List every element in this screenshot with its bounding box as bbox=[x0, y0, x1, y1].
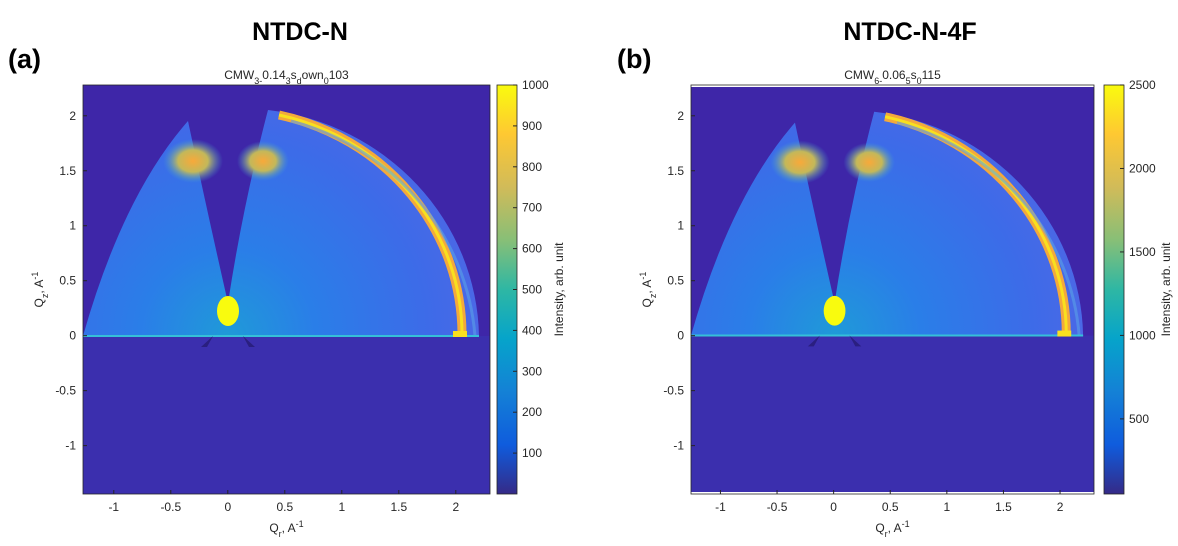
plot-title-part: 0.06 bbox=[882, 68, 906, 82]
x-tick-label: -1 bbox=[715, 500, 726, 514]
x-axis-label-part: Q bbox=[875, 521, 884, 535]
y-axis-label-part: , A bbox=[32, 280, 46, 294]
colorbar-tick-label: 700 bbox=[522, 201, 542, 215]
y-tick-label: -0.5 bbox=[663, 384, 684, 398]
colorbar-tick-label: 1000 bbox=[522, 78, 549, 92]
axes-box bbox=[82, 84, 491, 495]
y-tick-label: 0.5 bbox=[667, 274, 684, 288]
plot-title: CMW3-0.143sdown0103 bbox=[224, 68, 349, 86]
y-axis-label: Qz, A-1 bbox=[30, 272, 50, 308]
x-axis-label-part: r bbox=[279, 529, 282, 539]
x-axis-label-part: , A bbox=[282, 521, 296, 535]
x-axis-label: Qr, A-1 bbox=[875, 519, 909, 539]
y-tick-label: 2 bbox=[69, 109, 76, 123]
x-tick-label: 0 bbox=[224, 500, 231, 514]
y-axis-label-part: Q bbox=[640, 298, 654, 307]
plot-title-part: 115 bbox=[922, 68, 941, 82]
colorbar-tick-label: 400 bbox=[522, 323, 542, 337]
y-tick-label: 2 bbox=[677, 109, 684, 123]
panel-heading: NTDC-N-4F bbox=[843, 18, 976, 46]
x-tick-label: -0.5 bbox=[767, 500, 788, 514]
y-axis-label: Qz, A-1 bbox=[638, 272, 658, 308]
panel-heading: NTDC-N bbox=[252, 18, 348, 46]
panel-label: (b) bbox=[617, 44, 651, 74]
y-tick-label: 1.5 bbox=[667, 164, 684, 178]
x-tick-label: 0 bbox=[830, 500, 837, 514]
colorbar-tick-label: 100 bbox=[522, 446, 542, 460]
x-axis-label-part: -1 bbox=[902, 519, 910, 529]
panel-label: (a) bbox=[8, 44, 41, 74]
plot-title-part: d bbox=[297, 76, 302, 86]
colorbar-tick-label: 600 bbox=[522, 242, 542, 256]
x-tick-label: -0.5 bbox=[160, 500, 181, 514]
y-axis-label-part: z bbox=[40, 293, 50, 298]
y-tick-label: 0 bbox=[69, 329, 76, 343]
y-tick-label: 0.5 bbox=[59, 274, 76, 288]
y-axis-label-part: -1 bbox=[30, 272, 40, 280]
x-axis-label-part: , A bbox=[888, 521, 902, 535]
plot-title-part: s bbox=[911, 68, 917, 82]
plot-title-part: s bbox=[291, 68, 297, 82]
x-tick-label: 2 bbox=[1057, 500, 1064, 514]
x-axis-label-part: Q bbox=[269, 521, 278, 535]
plot-title-part: 0.14 bbox=[262, 68, 286, 82]
x-axis-label-part: r bbox=[885, 529, 888, 539]
plot-title-part: 5 bbox=[906, 76, 911, 86]
y-axis-label-part: Q bbox=[32, 298, 46, 307]
plot-title-part: own bbox=[302, 68, 324, 82]
x-tick-label: 2 bbox=[452, 500, 459, 514]
x-axis-label: Qr, A-1 bbox=[269, 519, 303, 539]
plot-title-part: 0 bbox=[917, 76, 922, 86]
x-tick-label: -1 bbox=[108, 500, 119, 514]
plot-title-part: 103 bbox=[329, 68, 349, 82]
x-tick-label: 1 bbox=[943, 500, 950, 514]
x-axis-label-part: -1 bbox=[296, 519, 304, 529]
y-axis-label-part: -1 bbox=[638, 272, 648, 280]
plot-title-part: 3- bbox=[254, 76, 262, 86]
colorbar-tick-label: 500 bbox=[522, 283, 542, 297]
heatmap-image bbox=[691, 87, 1094, 492]
y-tick-label: -1 bbox=[673, 439, 684, 453]
heatmap-image bbox=[83, 85, 490, 494]
x-tick-label: 0.5 bbox=[276, 500, 293, 514]
plot-title-part: 0 bbox=[324, 76, 329, 86]
colorbar-tick-label: 500 bbox=[1129, 412, 1149, 426]
colorbar-tick-label: 2500 bbox=[1129, 78, 1156, 92]
y-tick-label: 0 bbox=[677, 329, 684, 343]
plot-title-part: CMW bbox=[844, 68, 875, 82]
x-tick-label: 1 bbox=[338, 500, 345, 514]
plot-title-part: 6- bbox=[874, 76, 882, 86]
plot-title-part: CMW bbox=[224, 68, 255, 82]
colorbar-label: Intensity, arb. unit bbox=[552, 242, 566, 336]
plot-title: CMW6-0.065s0115 bbox=[844, 68, 941, 86]
x-tick-label: 1.5 bbox=[390, 500, 407, 514]
colorbar-tick-label: 1500 bbox=[1129, 245, 1156, 259]
y-tick-label: 1.5 bbox=[59, 164, 76, 178]
y-tick-label: 1 bbox=[69, 219, 76, 233]
colorbar-tick-label: 900 bbox=[522, 119, 542, 133]
plot-title-part: 3 bbox=[286, 76, 291, 86]
colorbar-tick-label: 2000 bbox=[1129, 161, 1156, 175]
colorbar-tick-label: 200 bbox=[522, 405, 542, 419]
colorbar-label: Intensity, arb. unit bbox=[1159, 242, 1173, 336]
colorbar-tick-label: 1000 bbox=[1129, 328, 1156, 342]
y-axis-label-part: z bbox=[648, 293, 658, 298]
x-tick-label: 1.5 bbox=[995, 500, 1012, 514]
y-tick-label: -1 bbox=[65, 439, 76, 453]
y-tick-label: 1 bbox=[677, 219, 684, 233]
colorbar-tick-label: 800 bbox=[522, 160, 542, 174]
y-axis-label-part: , A bbox=[640, 280, 654, 294]
colorbar bbox=[1103, 84, 1125, 495]
colorbar-tick-label: 300 bbox=[522, 364, 542, 378]
axes-box bbox=[690, 84, 1095, 495]
y-tick-label: -0.5 bbox=[55, 384, 76, 398]
x-tick-label: 0.5 bbox=[882, 500, 899, 514]
